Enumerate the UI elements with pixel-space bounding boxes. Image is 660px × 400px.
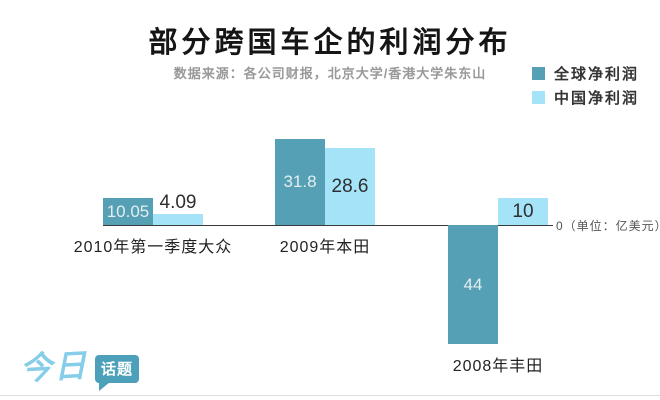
data-source-subtitle: 数据来源：各公司财报，北京大学/香港大学朱东山 — [173, 66, 487, 81]
legend: 全球净利润 中国净利润 — [532, 66, 639, 114]
category-label: 2010年第一季度大众 — [73, 239, 233, 256]
page-title: 部分跨国车企的利润分布 — [148, 27, 512, 59]
category-label: 2009年本田 — [279, 239, 371, 256]
legend-item-global: 全球净利润 — [532, 66, 639, 83]
logo-badge-text: 话题 — [101, 361, 134, 378]
axis-zero-label: 0（单位：亿美元） — [556, 219, 660, 233]
bar-series2-group2 — [325, 148, 375, 225]
bar-series2-group1 — [153, 214, 203, 225]
global-profit-swatch-icon — [532, 66, 545, 80]
speech-bubble-tail-icon — [99, 382, 111, 391]
legend-label: 全球净利润 — [554, 65, 640, 83]
logo-badge: 话题 — [95, 355, 140, 391]
category-label: 2008年丰田 — [452, 358, 544, 375]
zero-axis-line — [103, 225, 553, 226]
china-profit-swatch-icon — [532, 90, 545, 104]
legend-label: 中国净利润 — [554, 89, 640, 107]
bar-series1-group2 — [275, 139, 325, 225]
jinri-huati-logo[interactable]: 今日 话题 — [19, 347, 140, 391]
logo-script-text: 今日 — [19, 347, 89, 387]
bar-value-label: 4.09 — [159, 192, 197, 213]
bar-series1-group3 — [448, 225, 498, 344]
bottom-divider — [0, 395, 660, 396]
legend-item-china: 中国净利润 — [532, 90, 639, 107]
bar-series1-group1 — [103, 198, 153, 225]
bar-series2-group3 — [498, 198, 548, 225]
